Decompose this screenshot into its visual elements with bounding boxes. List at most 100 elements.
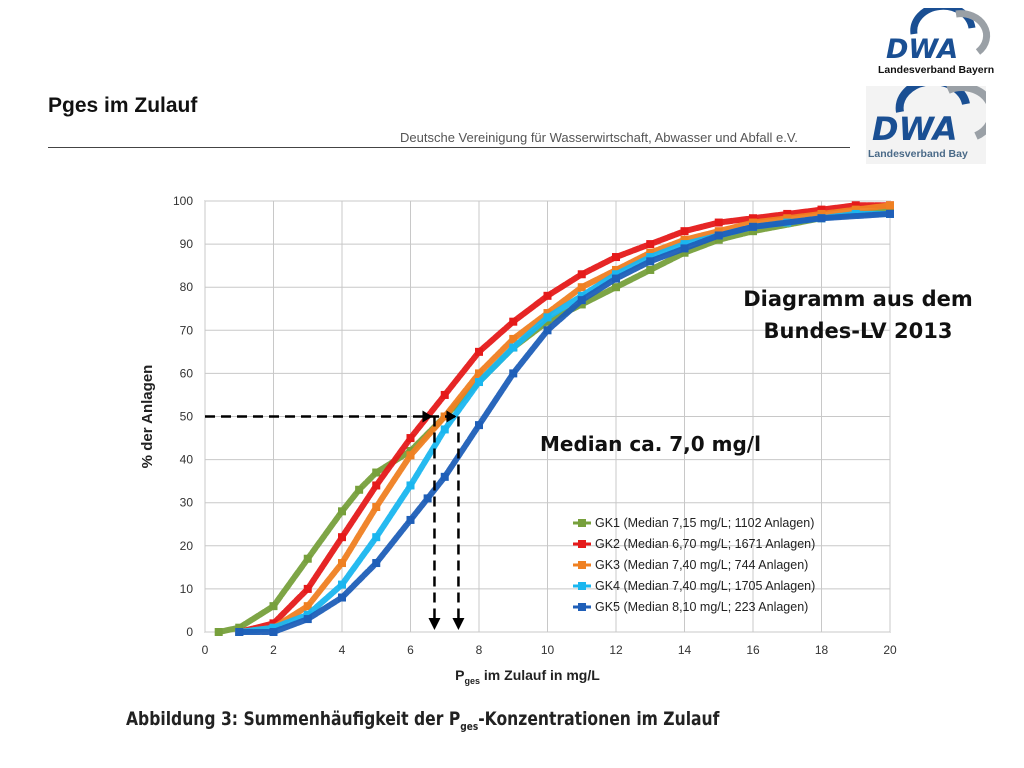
legend-swatch-marker bbox=[578, 603, 586, 611]
x-tick-label: 4 bbox=[339, 643, 346, 657]
legend-swatch-marker bbox=[578, 582, 586, 590]
series-point-gk3 bbox=[577, 283, 586, 292]
series-point-gk5 bbox=[886, 209, 894, 218]
series-point-gk4 bbox=[475, 378, 483, 387]
x-tick-label: 8 bbox=[476, 643, 483, 657]
y-tick-label: 50 bbox=[180, 410, 194, 424]
series-point-gk2 bbox=[783, 209, 792, 218]
series-point-gk3 bbox=[338, 559, 346, 568]
caption-suffix: -Konzentrationen im Zulauf bbox=[478, 708, 720, 730]
series-point-gk4 bbox=[269, 623, 278, 632]
series-point-gk3 bbox=[886, 201, 894, 210]
series-point-gk4 bbox=[440, 425, 449, 434]
y-tick-label: 80 bbox=[180, 280, 194, 294]
series-point-gk5 bbox=[235, 628, 244, 636]
median-note: Median ca. 7,0 mg/l bbox=[540, 432, 761, 456]
series-point-gk4 bbox=[646, 253, 655, 262]
series-point-gk3 bbox=[783, 214, 792, 223]
series-point-gk3 bbox=[817, 209, 826, 218]
series-line-gk3 bbox=[236, 202, 893, 635]
legend-entry: GK3 (Median 7,40 mg/L; 744 Anlagen) bbox=[595, 558, 808, 572]
series-point-gk3 bbox=[851, 205, 860, 214]
cumulative-frequency-chart: 0 10 20 30 40 50 60 70 80 90 100 0 2 4 6 8 10 12 14 16 18 20 P… bbox=[139, 194, 973, 686]
y-tick-label: 0 bbox=[186, 625, 193, 639]
series-point-gk5 bbox=[269, 628, 278, 636]
series-point-gk4 bbox=[406, 481, 415, 490]
series-point-gk1 bbox=[269, 602, 278, 611]
dwa-logo-subtext: Landesverband Bay bbox=[868, 148, 968, 160]
legend-swatch-marker bbox=[578, 519, 586, 527]
series-point-gk4 bbox=[543, 313, 552, 322]
series-point-gk2 bbox=[817, 205, 826, 214]
series-point-gk3 bbox=[612, 265, 620, 274]
y-axis-label: % der Anlagen bbox=[139, 365, 156, 469]
series-point-gk1 bbox=[338, 507, 346, 516]
series-point-gk1 bbox=[214, 628, 223, 636]
series-point-gk2 bbox=[406, 434, 415, 443]
series-point-gk5 bbox=[303, 615, 312, 624]
dwa-logo-bay: DWA Landesverband Bay bbox=[866, 86, 986, 164]
series-point-gk5 bbox=[509, 369, 518, 378]
series-point-gk4 bbox=[303, 610, 312, 619]
series-point-gk3 bbox=[475, 369, 483, 378]
y-tick-label: 100 bbox=[173, 194, 193, 208]
arrow-right-icon bbox=[422, 410, 433, 423]
series-point-gk5 bbox=[680, 244, 689, 253]
series-point-gk1 bbox=[577, 300, 586, 309]
series-point-gk5 bbox=[440, 472, 449, 481]
series-point-gk1 bbox=[303, 554, 312, 563]
series-point-gk2 bbox=[338, 533, 346, 542]
series-point-gk2 bbox=[269, 619, 278, 628]
series-point-gk1 bbox=[714, 235, 723, 244]
caption-subscript: ges bbox=[460, 719, 479, 733]
series-point-gk1 bbox=[680, 248, 689, 257]
series-point-gk5 bbox=[612, 274, 620, 283]
series-point-gk5 bbox=[406, 515, 415, 524]
series-point-gk2 bbox=[440, 390, 449, 399]
series-point-gk1 bbox=[235, 623, 244, 632]
x-tick-label: 12 bbox=[609, 643, 623, 657]
series-point-gk3 bbox=[406, 451, 415, 460]
dwa-logo-subtext: Landesverband Bayern bbox=[878, 64, 995, 76]
legend-entry: GK4 (Median 7,40 mg/L; 1705 Anlagen) bbox=[595, 579, 815, 593]
legend-entry: GK5 (Median 8,10 mg/L; 223 Anlagen) bbox=[595, 600, 808, 614]
arrow-right-icon bbox=[446, 410, 457, 423]
series-point-gk3 bbox=[543, 309, 552, 318]
legend-swatch-marker bbox=[578, 561, 586, 569]
series-point-gk2 bbox=[543, 291, 552, 300]
dwa-logo-bayern: DWA Landesverband Bayern bbox=[874, 8, 1012, 80]
series-point-gk2 bbox=[851, 201, 860, 210]
series-point-gk5 bbox=[714, 231, 723, 240]
series-point-gk5 bbox=[475, 421, 483, 430]
y-tick-label: 40 bbox=[180, 453, 194, 467]
source-note-line1: Diagramm aus dem bbox=[743, 287, 973, 311]
x-tick-label: 0 bbox=[202, 643, 209, 657]
series-point-gk5 bbox=[646, 257, 655, 266]
series-point-gk5 bbox=[372, 559, 381, 568]
series-point-gk2 bbox=[714, 218, 723, 227]
series-point-gk2 bbox=[509, 317, 518, 326]
dwa-logo-text: DWA bbox=[872, 110, 958, 148]
x-axis-label: Pges im Zulauf in mg/L bbox=[455, 667, 600, 686]
series-point-gk1 bbox=[543, 317, 552, 326]
x-tick-label: 6 bbox=[407, 643, 414, 657]
series-point-gk1 bbox=[749, 227, 757, 236]
x-tick-label: 20 bbox=[883, 643, 897, 657]
series-point-gk1 bbox=[886, 205, 894, 214]
organization-subtitle: Deutsche Vereinigung für Wasserwirtschaf… bbox=[400, 130, 798, 145]
y-tick-label: 10 bbox=[180, 582, 194, 596]
x-tick-label: 14 bbox=[678, 643, 692, 657]
series-point-gk3 bbox=[509, 334, 518, 343]
series-point-gk3 bbox=[680, 235, 689, 244]
series-point-gk1 bbox=[646, 265, 655, 274]
series-point-gk2 bbox=[475, 347, 483, 356]
series-point-gk4 bbox=[612, 270, 620, 279]
series-point-gk4 bbox=[509, 343, 518, 352]
x-tick-label: 18 bbox=[815, 643, 829, 657]
dwa-swoosh-icon bbox=[895, 86, 986, 140]
series-point-gk2 bbox=[577, 270, 586, 279]
y-tick-label: 70 bbox=[180, 323, 194, 337]
arrow-down-icon bbox=[452, 618, 465, 630]
series-point-gk3 bbox=[749, 218, 757, 227]
series-point-gk4 bbox=[680, 240, 689, 249]
